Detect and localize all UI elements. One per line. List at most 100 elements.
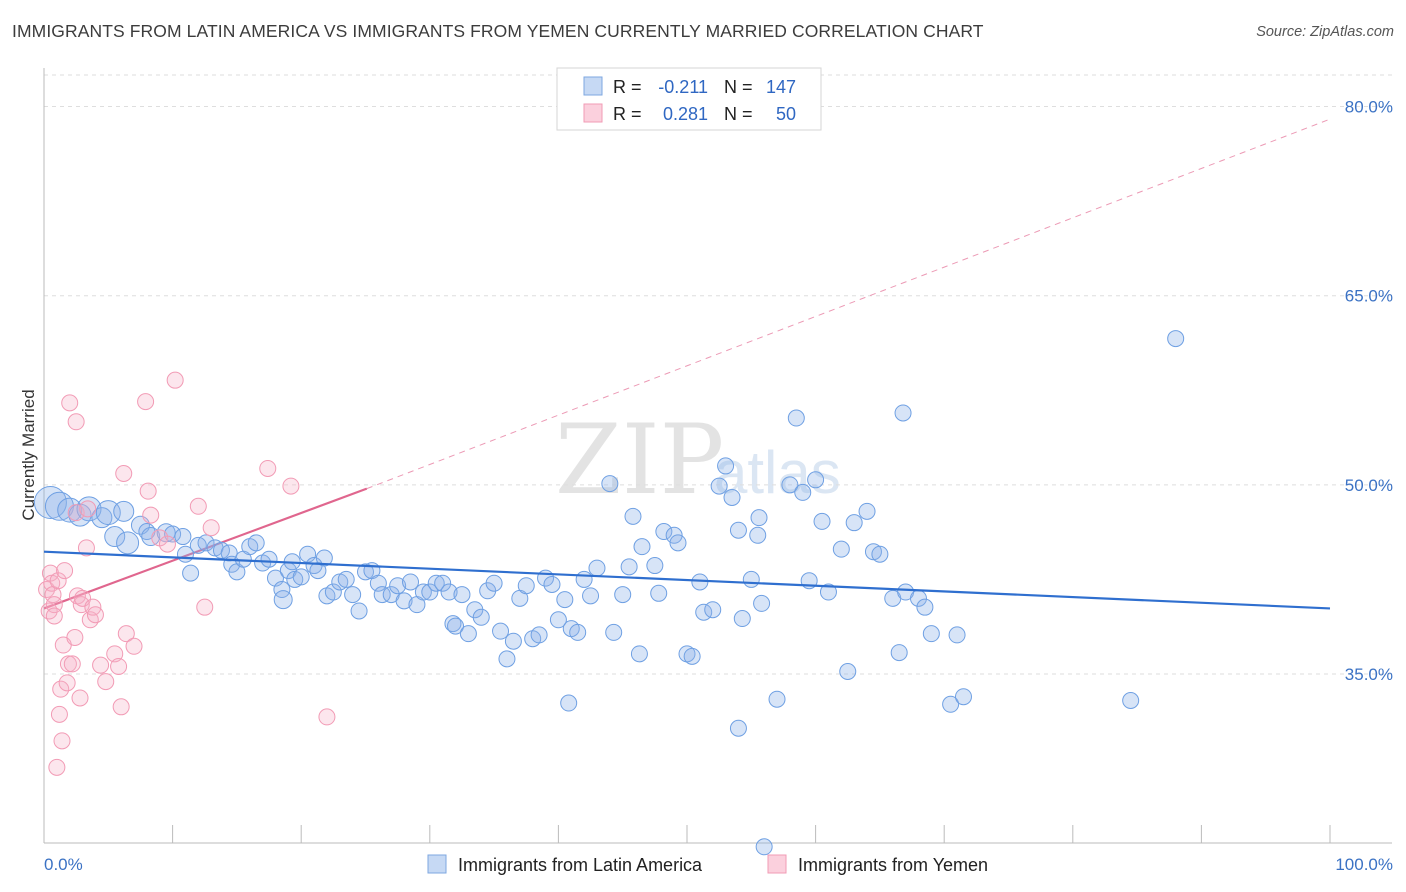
x-tick-label-0: 0.0%: [44, 855, 83, 874]
bottom-legend: Immigrants from Latin America Immigrants…: [427, 854, 988, 875]
stats-r-value-latin: -0.211: [658, 77, 708, 97]
latin-point: [601, 475, 619, 493]
latin-point: [704, 601, 722, 619]
latin-point: [369, 574, 387, 592]
yemen-point: [81, 611, 99, 629]
yemen-point: [166, 371, 184, 389]
yemen-point: [139, 482, 157, 500]
stats-legend: R = -0.211 N = 147 R = 0.281 N = 50: [556, 67, 822, 131]
stats-swatch-yemen: [583, 103, 603, 123]
latin-point: [922, 625, 940, 643]
latin-point: [292, 568, 310, 586]
latin-point: [197, 534, 215, 552]
yemen-point: [189, 497, 207, 515]
yemen-trend: [43, 118, 1331, 610]
latin-point: [164, 525, 182, 543]
latin-point: [605, 623, 623, 641]
latin-point: [472, 608, 490, 626]
latin-point: [440, 583, 458, 601]
stats-swatch-latin: [583, 76, 603, 96]
latin-point: [845, 514, 863, 532]
latin-point: [273, 581, 291, 599]
latin-point: [683, 647, 701, 665]
latin-point: [95, 500, 121, 526]
latin-point: [447, 617, 465, 635]
latin-point: [948, 626, 966, 644]
yemen-point: [53, 732, 71, 750]
legend-swatch-latin: [427, 854, 447, 874]
yemen-point: [318, 708, 336, 726]
latin-point: [733, 610, 751, 628]
yemen-point: [106, 645, 124, 663]
latin-point: [942, 695, 960, 713]
latin-point: [858, 502, 876, 520]
latin-point: [620, 558, 638, 576]
latin-point: [819, 583, 837, 601]
yemen-point: [196, 598, 214, 616]
yemen-point: [45, 607, 63, 625]
latin-point: [729, 521, 747, 539]
yemen-point: [97, 673, 115, 691]
yemen-point: [63, 655, 81, 673]
stats-n-value-latin: 147: [766, 77, 796, 97]
latin-point: [174, 528, 192, 546]
latin-point: [389, 577, 407, 595]
latin-point: [755, 838, 773, 856]
latin-point: [459, 625, 477, 643]
yemen-points: [38, 371, 336, 776]
latin-point: [91, 507, 113, 529]
y-tick-label-1: 50.0%: [1345, 476, 1393, 495]
latin-point: [444, 615, 462, 633]
yemen-point: [61, 394, 79, 412]
stats-n-label-yemen: N =: [724, 104, 753, 124]
latin-point: [344, 586, 362, 604]
latin-point: [723, 488, 741, 506]
latin-america-points: [33, 330, 1185, 856]
yemen-point: [59, 655, 77, 673]
latin-point: [890, 644, 908, 662]
latin-point: [182, 564, 200, 582]
latin-point: [373, 586, 391, 604]
yemen-point: [66, 628, 84, 646]
yemen-point: [158, 535, 176, 553]
yemen-point: [112, 698, 130, 716]
latin-point: [33, 486, 67, 520]
latin-point: [749, 526, 767, 544]
latin-point: [954, 688, 972, 706]
latin-point: [337, 570, 355, 588]
latin-point: [807, 471, 825, 489]
yemen-point: [77, 539, 95, 557]
latin-point: [630, 645, 648, 663]
stats-n-label-latin: N =: [724, 77, 753, 97]
y-tick-label-0: 35.0%: [1345, 665, 1393, 684]
yemen-point: [58, 674, 76, 692]
latin-point: [633, 538, 651, 556]
latin-point: [421, 583, 439, 601]
latin-point: [781, 476, 799, 494]
y-tick-label-3: 80.0%: [1345, 98, 1393, 117]
yemen-point: [79, 500, 97, 518]
yemen-point: [86, 606, 104, 624]
latin-point: [504, 632, 522, 650]
yemen-point: [50, 705, 68, 723]
latin-point: [894, 404, 912, 422]
y-axis-label: Currently Married: [19, 389, 38, 520]
latin-america-trend: [43, 550, 1331, 610]
latin-point: [794, 483, 812, 501]
yemen-point: [92, 656, 110, 674]
yemen-point: [282, 477, 300, 495]
yemen-point: [259, 459, 277, 477]
latin-point: [871, 545, 889, 563]
latin-point: [543, 575, 561, 593]
yemen-point: [202, 519, 220, 537]
latin-point: [260, 550, 278, 568]
yemen-point: [142, 506, 160, 524]
latin-point: [813, 512, 831, 530]
latin-point: [768, 690, 786, 708]
latin-point: [315, 549, 333, 567]
legend-swatch-yemen: [767, 854, 787, 874]
tick-labels: 35.0% 50.0% 65.0% 80.0% 0.0% 100.0%: [44, 98, 1393, 874]
yemen-point: [137, 393, 155, 411]
stats-r-label-yemen: R =: [613, 104, 642, 124]
